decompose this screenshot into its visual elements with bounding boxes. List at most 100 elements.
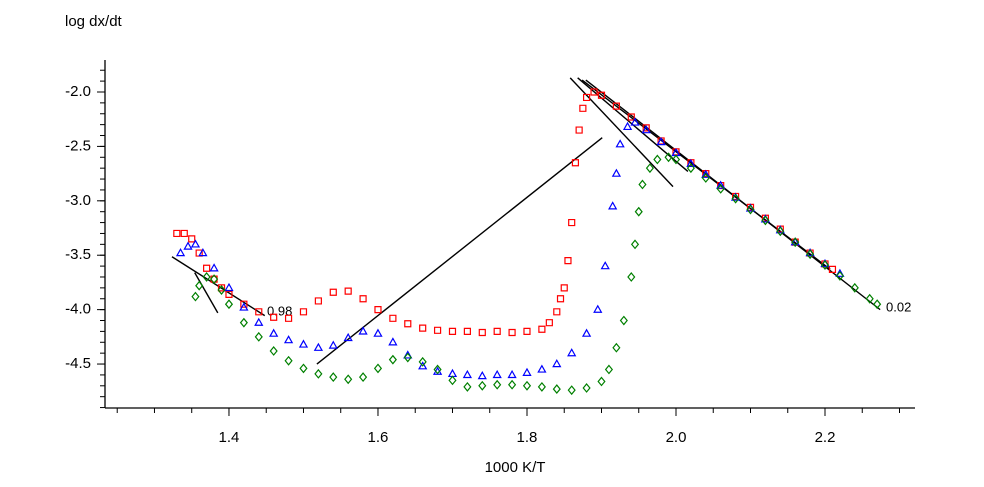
point bbox=[433, 326, 442, 334]
point bbox=[389, 314, 397, 322]
point bbox=[191, 291, 200, 302]
x-tick-label: 2.0 bbox=[666, 429, 687, 446]
point bbox=[195, 280, 204, 291]
point bbox=[522, 380, 532, 391]
point bbox=[255, 308, 263, 316]
point bbox=[209, 274, 219, 285]
point bbox=[686, 158, 696, 168]
point bbox=[552, 359, 562, 368]
point bbox=[835, 270, 844, 281]
y-tick-label: -4.5 bbox=[65, 355, 91, 372]
point bbox=[269, 346, 278, 356]
point bbox=[716, 180, 726, 189]
point bbox=[761, 215, 770, 226]
point bbox=[537, 381, 546, 392]
point bbox=[448, 327, 457, 335]
point bbox=[828, 265, 837, 273]
point bbox=[556, 295, 565, 303]
point bbox=[508, 328, 516, 337]
point bbox=[225, 290, 233, 298]
point bbox=[203, 264, 211, 272]
x-tick-label: 2.2 bbox=[815, 429, 836, 446]
point bbox=[373, 328, 383, 337]
point bbox=[493, 327, 501, 335]
point bbox=[820, 260, 830, 270]
point bbox=[582, 383, 591, 393]
point bbox=[477, 370, 487, 380]
point bbox=[538, 325, 546, 333]
point bbox=[492, 369, 502, 379]
point bbox=[404, 320, 412, 328]
point bbox=[175, 248, 186, 257]
point bbox=[173, 229, 181, 238]
point bbox=[463, 381, 472, 392]
point bbox=[284, 314, 293, 322]
point bbox=[567, 385, 576, 396]
point bbox=[612, 342, 621, 353]
point bbox=[433, 364, 442, 375]
y-tick-label: -3.0 bbox=[65, 192, 91, 209]
fit-line bbox=[316, 137, 603, 365]
point bbox=[344, 374, 353, 385]
point bbox=[419, 324, 427, 332]
y-tick-label: -3.5 bbox=[65, 246, 91, 263]
point bbox=[627, 272, 636, 282]
point bbox=[462, 369, 473, 379]
point bbox=[180, 229, 188, 238]
point bbox=[328, 340, 338, 349]
point bbox=[776, 226, 785, 237]
point bbox=[198, 248, 208, 257]
fit-line bbox=[194, 272, 219, 314]
point bbox=[582, 93, 591, 102]
point bbox=[579, 104, 587, 112]
point bbox=[283, 335, 294, 344]
point bbox=[701, 169, 711, 178]
point bbox=[611, 168, 622, 177]
point bbox=[418, 361, 428, 370]
point bbox=[478, 328, 486, 337]
point bbox=[553, 308, 561, 316]
fit-line bbox=[569, 77, 674, 188]
point bbox=[608, 201, 618, 210]
point bbox=[224, 299, 234, 310]
point bbox=[507, 369, 517, 379]
point bbox=[560, 284, 568, 292]
point bbox=[358, 326, 368, 335]
point bbox=[239, 317, 248, 328]
point bbox=[638, 179, 647, 190]
point bbox=[183, 241, 193, 250]
annotation: 0.02 bbox=[886, 299, 911, 314]
point bbox=[537, 364, 547, 373]
point bbox=[522, 367, 532, 376]
point bbox=[284, 355, 293, 366]
point bbox=[619, 315, 628, 326]
point bbox=[329, 288, 337, 296]
x-tick-label: 1.4 bbox=[219, 429, 240, 446]
point bbox=[567, 348, 577, 357]
point bbox=[463, 327, 471, 335]
point bbox=[269, 328, 279, 337]
point bbox=[298, 339, 309, 348]
point bbox=[593, 304, 603, 313]
point bbox=[388, 354, 397, 365]
point bbox=[508, 379, 517, 390]
point bbox=[493, 379, 502, 390]
point bbox=[664, 152, 673, 163]
point bbox=[634, 206, 643, 217]
point bbox=[645, 163, 654, 174]
point bbox=[630, 239, 640, 250]
point bbox=[329, 372, 338, 383]
point bbox=[374, 306, 382, 314]
point bbox=[656, 137, 666, 146]
y-tick-label: -2.5 bbox=[65, 137, 91, 154]
point bbox=[344, 287, 352, 295]
point bbox=[630, 117, 640, 126]
point bbox=[418, 356, 427, 367]
point bbox=[835, 268, 845, 277]
point bbox=[746, 204, 755, 215]
point bbox=[575, 126, 583, 134]
point bbox=[581, 328, 592, 337]
point bbox=[850, 282, 859, 293]
point bbox=[388, 337, 398, 346]
